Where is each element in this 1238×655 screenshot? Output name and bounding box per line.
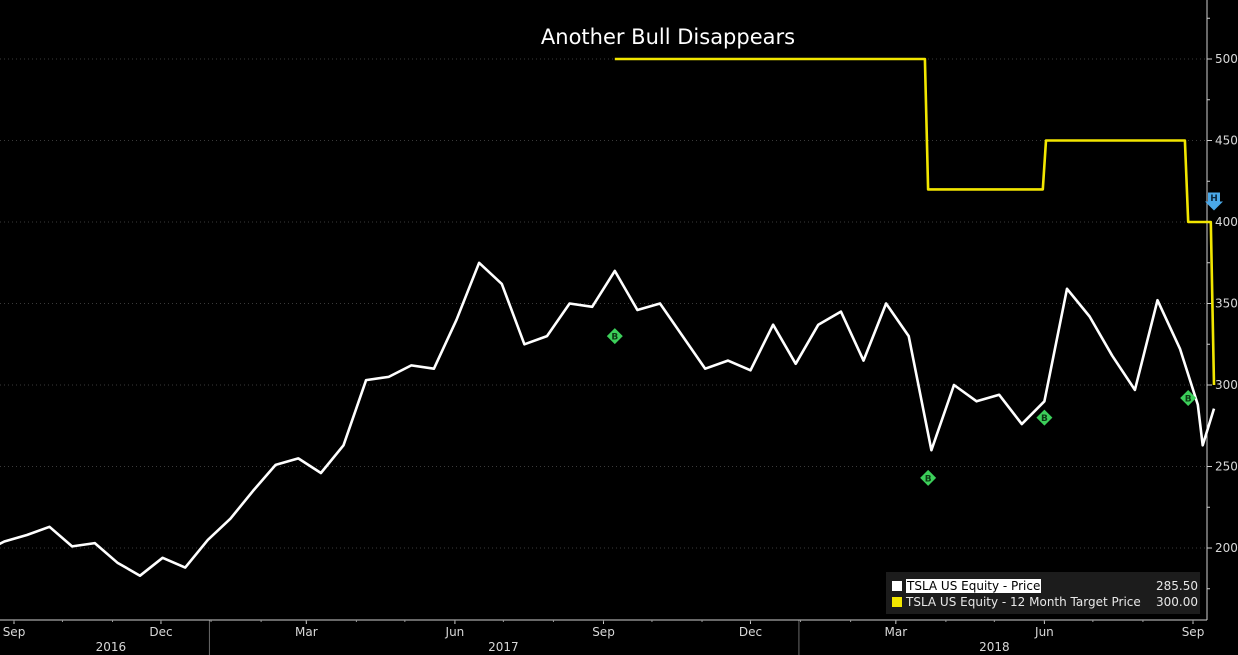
buy-marker-2 <box>1036 409 1053 426</box>
x-tick-label-2: Mar <box>295 625 318 639</box>
hold-marker-label-4: H <box>1210 194 1218 204</box>
buy-marker-1 <box>920 469 937 486</box>
legend: TSLA US Equity - Price 285.50 TSLA US Eq… <box>886 572 1200 614</box>
y-tick-label-350: 350 <box>1215 297 1238 311</box>
legend-entry-target[interactable]: TSLA US Equity - 12 Month Target Price 3… <box>892 594 1198 610</box>
y-axis-ticks: 200 250 300 350 400 450 500 <box>1207 17 1238 590</box>
series-line-1 <box>614 57 1216 386</box>
x-tick-label-0: Sep <box>3 625 26 639</box>
buy-marker-label-2: B <box>1041 414 1048 424</box>
x-tick-label-3: Jun <box>445 625 465 639</box>
x-tick-label-6: Mar <box>885 625 908 639</box>
legend-swatch-target <box>892 597 902 607</box>
y-tick-label-200: 200 <box>1215 541 1238 555</box>
year-dividers <box>208 620 800 655</box>
legend-label-price: TSLA US Equity - Price <box>906 579 1042 593</box>
x-tick-label-4: Sep <box>592 625 615 639</box>
y-tick-label-300: 300 <box>1215 378 1238 392</box>
y-tick-label-450: 450 <box>1215 134 1238 148</box>
legend-value-target: 300.00 <box>1156 595 1198 609</box>
buy-marker-label-3: B <box>1185 395 1192 405</box>
buy-marker-label-0: B <box>611 333 618 343</box>
chart-title: Another Bull Disappears <box>541 25 795 49</box>
markers-layer: B B B B H <box>606 192 1223 486</box>
y-tick-label-400: 400 <box>1215 215 1238 229</box>
x-tick-label-7: Jun <box>1034 625 1054 639</box>
buy-marker-0 <box>606 328 623 345</box>
legend-label-target: TSLA US Equity - 12 Month Target Price <box>906 595 1141 609</box>
x-tick-label-1: Dec <box>149 625 172 639</box>
grid-lines <box>0 58 1207 549</box>
x-tick-label-8: Sep <box>1182 625 1205 639</box>
legend-swatch-price <box>892 581 902 591</box>
x-tick-label-5: Dec <box>739 625 762 639</box>
series-layer <box>0 57 1216 578</box>
y-tick-label-500: 500 <box>1215 52 1238 66</box>
legend-entry-price[interactable]: TSLA US Equity - Price 285.50 <box>892 578 1198 594</box>
y-tick-label-250: 250 <box>1215 460 1238 474</box>
hold-marker-4 <box>1204 192 1223 211</box>
x-year-label-1: 2017 <box>488 640 519 654</box>
x-year-label-0: 2016 <box>96 640 127 654</box>
x-year-label-2: 2018 <box>979 640 1010 654</box>
series-line-0 <box>0 261 1216 578</box>
x-axis-ticks: Sep Dec Mar Jun Sep Dec Mar Jun Sep 2016 2017 2018 <box>3 620 1205 654</box>
buy-marker-label-1: B <box>925 474 932 484</box>
legend-value-price: 285.50 <box>1156 579 1198 593</box>
buy-marker-3 <box>1180 390 1197 407</box>
